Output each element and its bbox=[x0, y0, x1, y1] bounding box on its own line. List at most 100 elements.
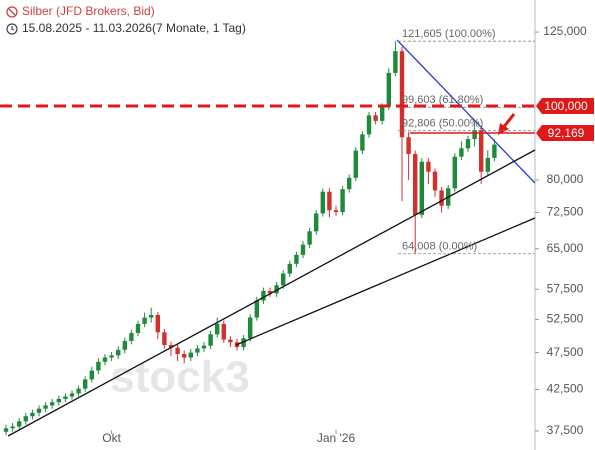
candle-body bbox=[215, 323, 220, 335]
candle-body bbox=[43, 405, 48, 409]
y-tick-label: 52,500 bbox=[547, 312, 584, 326]
candle-body bbox=[155, 315, 160, 333]
candle-body bbox=[89, 370, 94, 380]
candle-body bbox=[465, 139, 471, 149]
candle-body bbox=[347, 177, 352, 190]
candle-body bbox=[96, 361, 101, 371]
candle-body bbox=[3, 428, 9, 432]
level-label: 100,000 bbox=[544, 99, 588, 113]
candle-body bbox=[248, 317, 253, 339]
candle-body bbox=[413, 154, 418, 215]
chart-title: Silber (JFD Brokers, Bid) bbox=[22, 4, 155, 18]
arrow bbox=[498, 113, 516, 135]
candle-body bbox=[10, 426, 15, 429]
candle-body bbox=[122, 340, 127, 350]
candle-body bbox=[261, 291, 266, 301]
candle-body bbox=[135, 323, 141, 333]
candle-body bbox=[393, 51, 398, 73]
candle-body bbox=[373, 115, 378, 121]
candle-body bbox=[360, 134, 365, 151]
candle-body bbox=[432, 171, 438, 191]
candle-body bbox=[287, 263, 292, 274]
candle-body bbox=[208, 334, 213, 346]
candle-body bbox=[30, 412, 35, 417]
candle-body bbox=[274, 285, 279, 294]
candle-body bbox=[116, 349, 121, 356]
candle-body bbox=[109, 355, 114, 358]
candle-body bbox=[36, 408, 42, 413]
candle-body bbox=[426, 161, 431, 172]
candle-body bbox=[149, 315, 154, 318]
candle-body bbox=[485, 157, 490, 172]
candle-body bbox=[439, 190, 444, 206]
candle-body bbox=[162, 332, 167, 346]
candle-body bbox=[83, 379, 88, 389]
chart-subtitle: 15.08.2025 - 11.03.2026 bbox=[22, 21, 152, 35]
candle-body bbox=[102, 357, 108, 362]
candle-body bbox=[399, 51, 405, 138]
candle-body bbox=[452, 156, 457, 189]
candle-body bbox=[472, 130, 477, 140]
candle-body bbox=[327, 191, 332, 211]
candle-body bbox=[340, 189, 345, 213]
candle-body bbox=[76, 388, 81, 394]
y-tick-label: 125,000 bbox=[543, 24, 587, 38]
candle-body bbox=[129, 332, 134, 341]
candle-body bbox=[353, 150, 358, 178]
candle-body bbox=[267, 291, 273, 294]
candle-body bbox=[459, 148, 464, 157]
y-tick-label: 72,500 bbox=[547, 205, 584, 219]
x-tick-label: Jan '26 bbox=[317, 431, 356, 445]
candle-body bbox=[182, 353, 187, 358]
candle-body bbox=[320, 191, 325, 214]
candle-body bbox=[314, 213, 319, 232]
y-tick-label: 65,000 bbox=[547, 241, 584, 255]
candle-body bbox=[479, 130, 484, 172]
candle-body bbox=[492, 144, 497, 158]
x-tick-label: Okt bbox=[102, 431, 121, 445]
candle-body bbox=[201, 345, 207, 349]
candle-body bbox=[175, 347, 180, 354]
period: (7 Monate, 1 Tag) bbox=[152, 21, 246, 35]
candle-body bbox=[254, 300, 259, 318]
candle-body bbox=[281, 273, 286, 286]
level-badge bbox=[536, 124, 594, 141]
candle-body bbox=[188, 352, 193, 358]
candle-body bbox=[294, 254, 299, 264]
candle-body bbox=[307, 231, 312, 245]
level-badge bbox=[536, 97, 594, 114]
candle-body bbox=[23, 416, 28, 422]
candle-body bbox=[300, 244, 306, 255]
trend-line bbox=[396, 39, 536, 184]
candle-body bbox=[241, 338, 246, 348]
level-label: 92,169 bbox=[548, 126, 585, 140]
candle-body bbox=[50, 402, 55, 406]
candle-body bbox=[406, 137, 411, 155]
candle-body bbox=[168, 345, 174, 348]
y-tick-label: 42,500 bbox=[547, 382, 584, 396]
candle-body bbox=[142, 317, 147, 324]
y-tick-label: 47,500 bbox=[547, 345, 584, 359]
y-tick-label: 37,500 bbox=[547, 423, 584, 437]
fib-label: 99,603 (61.80%) bbox=[402, 94, 483, 106]
candle-body bbox=[419, 161, 424, 215]
fib-label: 64,008 (0.00%) bbox=[402, 241, 477, 253]
candle-body bbox=[69, 393, 75, 397]
candle-body bbox=[17, 421, 22, 427]
y-tick-label: 57,500 bbox=[547, 281, 584, 295]
candle-body bbox=[221, 323, 226, 340]
candle-body bbox=[195, 348, 200, 353]
y-tick-label: 80,000 bbox=[547, 172, 584, 186]
candle-body bbox=[333, 210, 339, 213]
candle-body bbox=[56, 398, 61, 403]
trend-line bbox=[7, 149, 536, 437]
watermark: stock3 bbox=[110, 353, 249, 402]
trend-line bbox=[235, 217, 536, 346]
fib-label: 121,605 (100.00%) bbox=[402, 28, 496, 40]
candle-body bbox=[228, 339, 233, 343]
candle-body bbox=[366, 115, 372, 135]
candle-body bbox=[386, 72, 391, 107]
candle-body bbox=[63, 396, 68, 399]
header: Silber (JFD Brokers, Bid) 15.08.2025 - 1… bbox=[6, 4, 246, 35]
